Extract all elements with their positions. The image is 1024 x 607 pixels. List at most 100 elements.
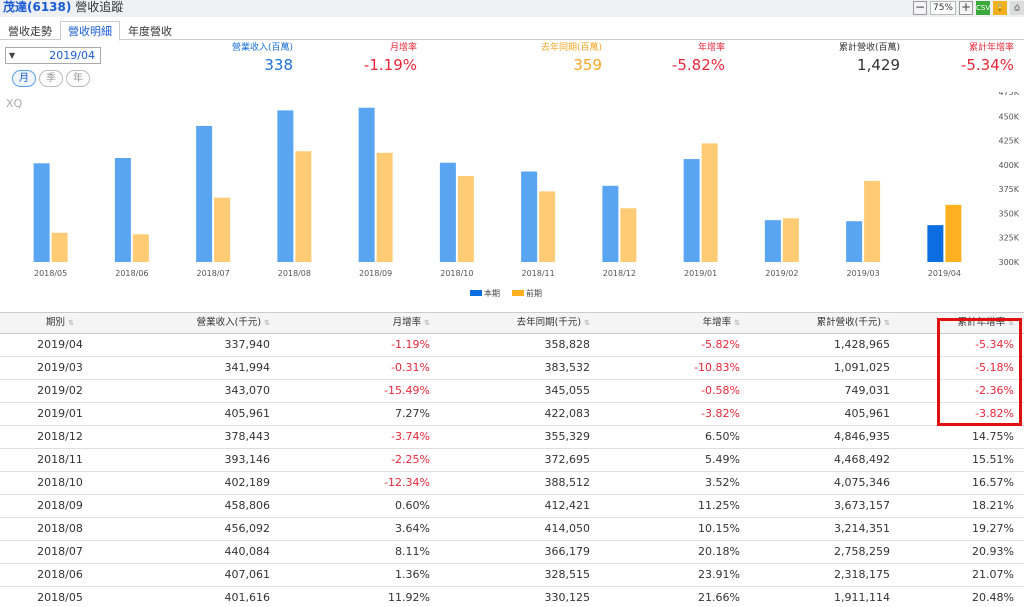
table-cell: 2019/01 xyxy=(37,407,83,420)
table-row[interactable]: 2019/03 341,994 -0.31% 383,532 -10.83% 1,091,… xyxy=(0,357,1024,380)
bar-previous[interactable] xyxy=(945,204,962,262)
zoom-in-button[interactable]: + xyxy=(959,0,973,15)
bar-current[interactable] xyxy=(764,220,781,262)
print-icon[interactable]: ⎙ xyxy=(1010,1,1024,15)
company-name[interactable]: 茂達(6138) xyxy=(3,0,72,14)
table-cell: -5.18% xyxy=(975,361,1014,374)
col-cumulative-yoy[interactable]: 累計年增率 ⇅ xyxy=(900,313,1024,333)
table-cell: 18.21% xyxy=(972,499,1014,512)
table-row[interactable]: 2019/02 343,070 -15.49% 345,055 -0.58% 749,03… xyxy=(0,380,1024,403)
bar-previous[interactable] xyxy=(132,234,149,262)
table-cell: 14.75% xyxy=(972,430,1014,443)
table-cell: -12.34% xyxy=(384,476,430,489)
stat-value: -5.34% xyxy=(960,56,1014,74)
table-row[interactable]: 2018/11 393,146 -2.25% 372,695 5.49% 4,468,49… xyxy=(0,449,1024,472)
bar-current[interactable] xyxy=(927,225,944,262)
y-tick-label: 300K xyxy=(998,258,1019,267)
stat-mom: 月增率 -1.19% xyxy=(345,42,417,75)
legend-swatch xyxy=(470,290,482,296)
table-row[interactable]: 2018/09 458,806 0.60% 412,421 11.25% 3,673,15… xyxy=(0,495,1024,518)
table-cell: 3.64% xyxy=(395,522,430,535)
x-tick-label: 2018/05 xyxy=(34,269,67,278)
table-cell: 4,075,346 xyxy=(834,476,890,489)
bar-previous[interactable] xyxy=(782,218,799,262)
x-tick-label: 2018/12 xyxy=(603,269,636,278)
col-revenue[interactable]: 營業收入(千元) ⇅ xyxy=(120,313,280,333)
x-tick-label: 2018/10 xyxy=(440,269,473,278)
zoom-out-button[interactable]: − xyxy=(912,0,927,15)
highlight-annotation-box xyxy=(937,318,1022,426)
tab-annual-revenue[interactable]: 年度營收 xyxy=(128,25,172,38)
bar-previous[interactable] xyxy=(864,180,881,262)
table-cell: -3.82% xyxy=(701,407,740,420)
period-month-button[interactable]: 月 xyxy=(12,70,36,87)
bar-current[interactable] xyxy=(602,185,619,262)
lock-icon[interactable]: 🔓 xyxy=(993,1,1007,15)
table-cell: 0.60% xyxy=(395,499,430,512)
period-quarter-button[interactable]: 季 xyxy=(39,70,63,87)
period-year-button[interactable]: 年 xyxy=(66,70,90,87)
bar-current[interactable] xyxy=(439,162,456,262)
col-period[interactable]: 期別 ⇅ xyxy=(0,313,120,333)
col-yoy[interactable]: 年增率 ⇅ xyxy=(600,313,750,333)
table-cell: -5.82% xyxy=(701,338,740,351)
bar-current[interactable] xyxy=(33,163,50,262)
bar-previous[interactable] xyxy=(539,191,556,262)
table-row[interactable]: 2018/05 401,616 11.92% 330,125 21.66% 1,911,1… xyxy=(0,587,1024,607)
bar-previous[interactable] xyxy=(214,197,231,262)
x-tick-label: 2019/01 xyxy=(684,269,717,278)
table-cell: 337,940 xyxy=(224,338,271,351)
table-cell: 21.66% xyxy=(698,591,740,604)
table-cell: -2.25% xyxy=(391,453,430,466)
tab-revenue-detail[interactable]: 營收明細 xyxy=(60,21,120,41)
col-label: 營業收入(千元) xyxy=(196,317,262,328)
bar-current[interactable] xyxy=(277,110,294,262)
x-tick-label: 2018/06 xyxy=(115,269,148,278)
col-last-year[interactable]: 去年同期(千元) ⇅ xyxy=(440,313,600,333)
bar-current[interactable] xyxy=(521,171,538,262)
bar-previous[interactable] xyxy=(701,143,718,262)
table-cell: 414,050 xyxy=(544,522,591,535)
table-cell: 330,125 xyxy=(544,591,591,604)
bar-current[interactable] xyxy=(196,125,213,262)
table-row[interactable]: 2018/07 440,084 8.11% 366,179 20.18% 2,758,25… xyxy=(0,541,1024,564)
table-cell: 3,673,157 xyxy=(834,499,890,512)
bar-previous[interactable] xyxy=(376,152,393,262)
table-row[interactable]: 2019/01 405,961 7.27% 422,083 -3.82% 405,961 -… xyxy=(0,403,1024,426)
date-dropdown[interactable]: ▼ 2019/04 xyxy=(5,47,101,64)
bar-current[interactable] xyxy=(358,107,375,262)
table-cell: 458,806 xyxy=(224,499,271,512)
table-cell: -0.31% xyxy=(391,361,430,374)
sort-icon: ⇅ xyxy=(884,319,890,327)
table-cell: -10.83% xyxy=(694,361,740,374)
sort-icon: ⇅ xyxy=(734,319,740,327)
bar-current[interactable] xyxy=(683,159,700,262)
bar-previous[interactable] xyxy=(620,208,637,262)
bar-previous[interactable] xyxy=(51,232,68,262)
table-row[interactable]: 2018/08 456,092 3.64% 414,050 10.15% 3,214,35… xyxy=(0,518,1024,541)
csv-export-button[interactable]: CSV xyxy=(976,1,990,15)
table-cell: 407,061 xyxy=(224,568,271,581)
bar-previous[interactable] xyxy=(295,151,312,262)
bar-current[interactable] xyxy=(846,221,863,262)
table-cell: 2,758,259 xyxy=(834,545,890,558)
table-cell: 355,329 xyxy=(544,430,591,443)
table-cell: 2018/07 xyxy=(37,545,83,558)
col-cumulative[interactable]: 累計營收(千元) ⇅ xyxy=(750,313,900,333)
table-row[interactable]: 2018/12 378,443 -3.74% 355,329 6.50% 4,846,93… xyxy=(0,426,1024,449)
table-cell: 405,961 xyxy=(224,407,271,420)
tab-revenue-trend[interactable]: 營收走勢 xyxy=(8,25,52,38)
col-mom[interactable]: 月增率 ⇅ xyxy=(280,313,440,333)
table-row[interactable]: 2018/06 407,061 1.36% 328,515 23.91% 2,318,17… xyxy=(0,564,1024,587)
table-cell: 372,695 xyxy=(544,453,591,466)
table-cell: 388,512 xyxy=(544,476,591,489)
table-cell: -3.74% xyxy=(391,430,430,443)
table-row[interactable]: 2018/10 402,189 -12.34% 388,512 3.52% 4,075,3… xyxy=(0,472,1024,495)
bar-previous[interactable] xyxy=(457,176,474,262)
table-cell: 2018/10 xyxy=(37,476,83,489)
stat-yoy: 年增率 -5.82% xyxy=(655,42,725,75)
table-cell: -15.49% xyxy=(384,384,430,397)
table-row[interactable]: 2019/04 337,940 -1.19% 358,828 -5.82% 1,428,9… xyxy=(0,334,1024,357)
bar-current[interactable] xyxy=(114,157,131,262)
stat-label: 營業收入(百萬) xyxy=(231,43,293,53)
